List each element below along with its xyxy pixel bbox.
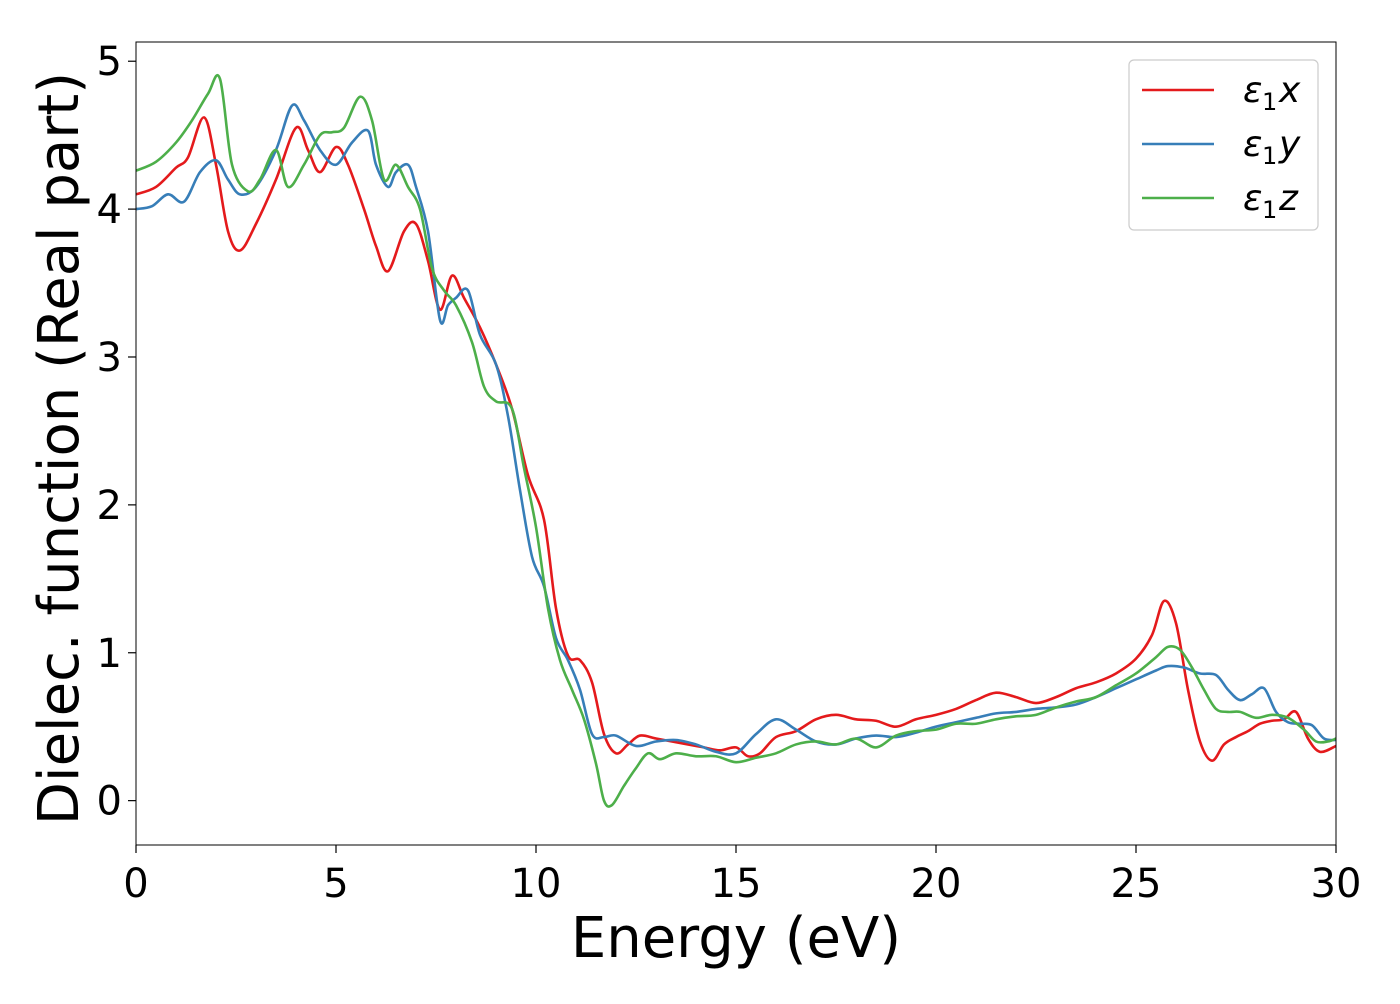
y-tick-label: 4 bbox=[97, 187, 122, 233]
legend-symbol: ε bbox=[1243, 178, 1262, 219]
x-tick-label: 20 bbox=[911, 861, 962, 907]
legend-variable: z bbox=[1278, 178, 1299, 219]
y-tick-label: 3 bbox=[97, 335, 122, 381]
series-line-y bbox=[136, 103, 1336, 756]
x-axis-label: Energy (eV) bbox=[571, 906, 901, 971]
legend-symbol: ε bbox=[1243, 70, 1262, 111]
y-tick-label: 0 bbox=[97, 779, 122, 825]
y-axis-ticks: 0 1 2 3 4 5 bbox=[97, 39, 136, 825]
x-tick-label: 10 bbox=[511, 861, 562, 907]
legend-subscript: 1 bbox=[1262, 88, 1277, 116]
series-line-x bbox=[136, 116, 1336, 763]
series-layer bbox=[136, 74, 1336, 808]
x-tick-label: 25 bbox=[1111, 861, 1162, 907]
x-tick-label: 5 bbox=[323, 861, 348, 907]
y-tick-label: 1 bbox=[97, 631, 122, 677]
series-line-z bbox=[136, 74, 1336, 808]
y-axis-label: Dielec. function (Real part) bbox=[27, 72, 92, 825]
y-tick-label: 2 bbox=[97, 483, 122, 529]
x-tick-label: 30 bbox=[1311, 861, 1362, 907]
x-axis-ticks: 0 5 10 15 20 25 30 bbox=[123, 845, 1361, 907]
y-tick-label: 5 bbox=[97, 39, 122, 85]
legend-variable: y bbox=[1278, 124, 1301, 165]
x-tick-label: 0 bbox=[123, 861, 148, 907]
x-tick-label: 15 bbox=[711, 861, 762, 907]
legend-box bbox=[1128, 59, 1319, 231]
legend-symbol: ε bbox=[1243, 124, 1262, 165]
legend-variable: x bbox=[1278, 70, 1301, 111]
legend-subscript: 1 bbox=[1262, 142, 1277, 170]
legend: ε 1 xε 1 yε 1 z bbox=[1128, 59, 1319, 231]
legend-subscript: 1 bbox=[1262, 196, 1277, 224]
